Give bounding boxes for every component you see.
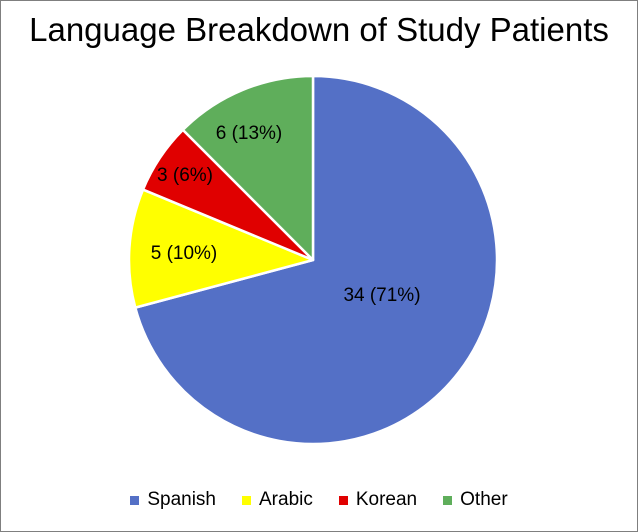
legend-swatch-other — [443, 495, 453, 505]
legend-label-spanish: Spanish — [147, 489, 216, 510]
chart-title: Language Breakdown of Study Patients — [29, 11, 609, 48]
legend-swatch-korean — [338, 495, 348, 505]
legend-label-other: Other — [460, 489, 508, 510]
legend-item-korean: Korean — [338, 489, 418, 511]
legend-label-arabic: Arabic — [259, 489, 313, 510]
data-label-korean: 3 (6%) — [157, 165, 213, 186]
data-label-arabic: 5 (10%) — [151, 243, 218, 264]
pie-slice-spanish — [134, 74, 499, 446]
data-label-other: 6 (13%) — [216, 123, 283, 144]
legend-label-korean: Korean — [355, 489, 418, 510]
chart-legend: Spanish Arabic Korean Other — [1, 489, 637, 511]
pie-slice-arabic — [127, 188, 315, 309]
legend-item-arabic: Arabic — [242, 489, 313, 511]
legend-swatch-arabic — [242, 495, 251, 505]
legend-swatch-spanish — [130, 495, 140, 505]
pie-slice-other — [181, 74, 315, 262]
data-label-spanish: 34 (71%) — [343, 285, 420, 306]
legend-item-other: Other — [443, 489, 508, 511]
legend-item-spanish: Spanish — [130, 489, 216, 511]
